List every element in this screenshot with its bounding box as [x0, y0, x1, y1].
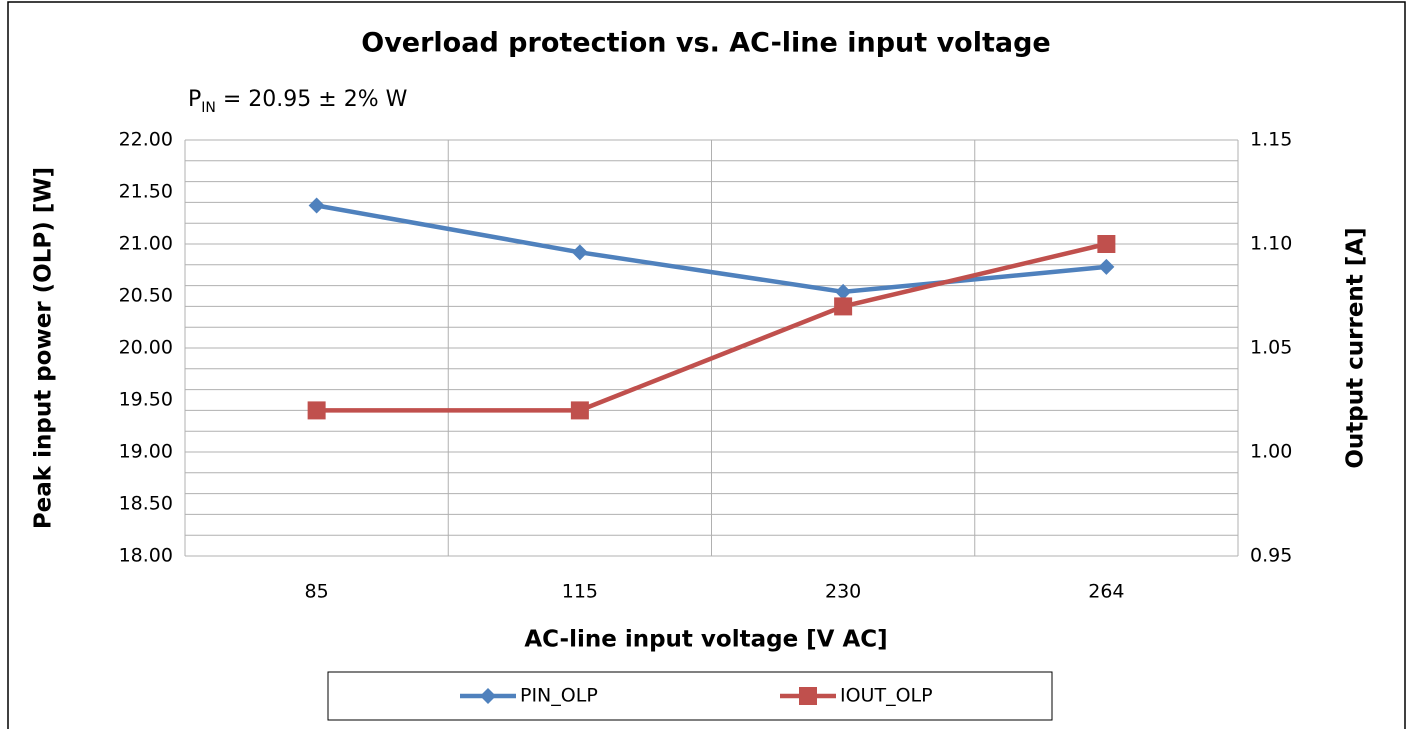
y2-tick-label: 0.95: [1250, 545, 1292, 567]
y-tick-label: 21.00: [119, 233, 173, 255]
marker: [307, 401, 326, 420]
marker: [799, 687, 817, 705]
marker: [834, 297, 853, 316]
marker: [835, 283, 852, 300]
subtitle-rest: = 20.95 ± 2% W: [216, 87, 408, 112]
y2-tick-label: 1.10: [1250, 233, 1292, 255]
legend-label: IOUT_OLP: [840, 685, 933, 707]
marker: [1097, 235, 1116, 253]
y2-axis-label: Output current [A]: [1343, 227, 1369, 468]
marker: [1098, 258, 1115, 275]
y2-tick-label: 1.00: [1250, 441, 1292, 463]
y-tick-label: 18.00: [119, 545, 173, 567]
y2-tick-label: 1.05: [1250, 337, 1292, 359]
y-tick-label: 20.50: [119, 285, 173, 307]
x-tick-label: 264: [1088, 581, 1124, 603]
subtitle-main: P: [188, 87, 201, 112]
x-tick-label: 115: [562, 581, 598, 603]
subtitle-sub: IN: [201, 100, 216, 116]
y-tick-label: 22.00: [119, 129, 173, 151]
legend-label: PIN_OLP: [520, 685, 598, 707]
y-tick-label: 18.50: [119, 493, 173, 515]
chart-title: Overload protection vs. AC-line input vo…: [361, 28, 1051, 59]
y-tick-label: 19.00: [119, 441, 173, 463]
y-axis-label: Peak input power (OLP) [W]: [31, 167, 57, 529]
chart-subtitle: PIN = 20.95 ± 2% W: [188, 87, 408, 116]
x-axis-label: AC-line input voltage [V AC]: [524, 627, 887, 653]
y-tick-label: 20.00: [119, 337, 173, 359]
chart-frame: [7, 1, 1406, 729]
y-tick-label: 21.50: [119, 181, 173, 203]
x-tick-label: 230: [825, 581, 861, 603]
legend-box: [327, 671, 1053, 721]
marker: [480, 688, 496, 704]
y-tick-label: 19.50: [119, 389, 173, 411]
x-tick-label: 85: [305, 581, 329, 603]
marker: [571, 244, 588, 261]
series-line: [316, 241, 1107, 413]
marker: [308, 197, 325, 214]
series-line: [316, 203, 1107, 295]
y2-tick-label: 1.15: [1250, 129, 1292, 151]
marker: [570, 401, 589, 420]
